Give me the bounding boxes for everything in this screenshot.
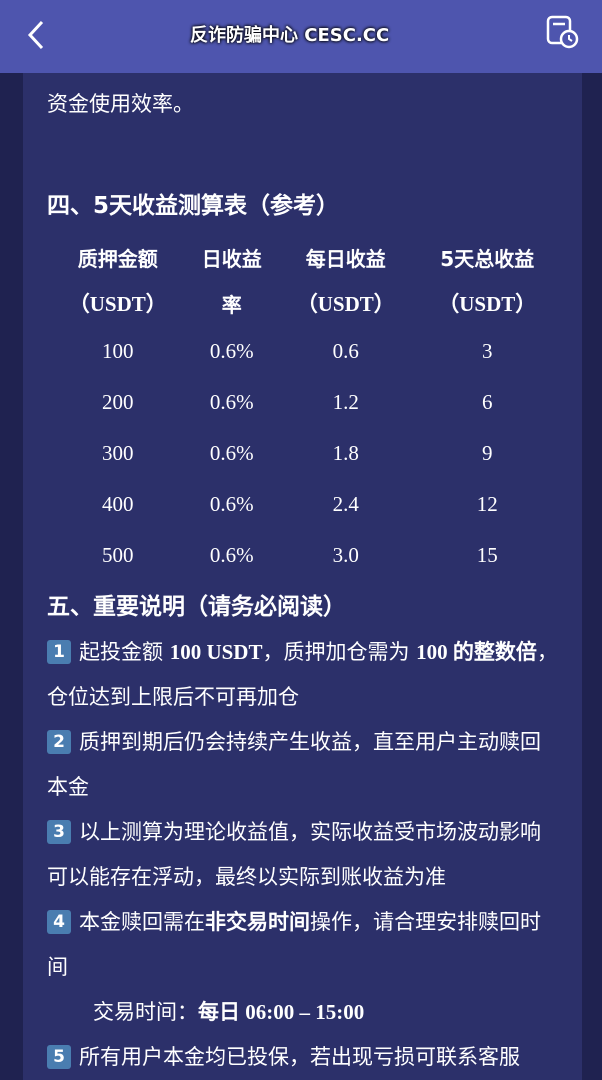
table-cell: 0.6% bbox=[209, 543, 254, 567]
earnings-table: 质押金额 日收益 每日收益 5天总收益 （USDT） 率 （USDT） （USD… bbox=[47, 234, 558, 581]
table-cell: 3.0 bbox=[332, 543, 359, 567]
table-cell: 1.2 bbox=[332, 390, 359, 414]
table-row: 200 0.6% 1.2 6 bbox=[47, 377, 558, 428]
intro-text: 资金使用效率。 bbox=[47, 92, 194, 116]
calendar-clock-icon[interactable] bbox=[544, 14, 580, 50]
chevron-left-icon[interactable] bbox=[22, 18, 52, 52]
table-row: 500 0.6% 3.0 15 bbox=[47, 530, 558, 581]
col-header: 每日收益 bbox=[305, 246, 386, 271]
table-cell: 1.8 bbox=[332, 441, 359, 465]
table-cell: 300 bbox=[101, 441, 134, 465]
note-text: 所有用户本金均已投保，若出现亏损可联系客服 bbox=[79, 1045, 520, 1069]
table-row: 100 0.6% 0.6 3 bbox=[47, 326, 558, 377]
note-3: 3 以上测算为理论收益值，实际收益受市场波动影响可以能存在浮动，最终以实际到账收益… bbox=[47, 810, 558, 900]
trade-value: 每日 06:00 – 15:00 bbox=[198, 1000, 365, 1024]
table-cell: 0.6% bbox=[209, 441, 254, 465]
col-unit: （USDT） bbox=[438, 292, 537, 316]
note-text: 以上测算为理论收益值，实际收益受市场波动影响可以能存在浮动，最终以实际到账收益为… bbox=[47, 820, 541, 889]
table-cell: 200 bbox=[101, 390, 134, 414]
watermark: 反诈防骗中心 CESC.CC bbox=[190, 25, 390, 46]
note-5: 5 所有用户本金均已投保，若出现亏损可联系客服 bbox=[47, 1035, 558, 1080]
table-cell: 100 bbox=[101, 339, 134, 363]
keycap-1-icon: 1 bbox=[47, 640, 71, 664]
top-bar bbox=[0, 0, 602, 73]
col-unit: （USDT） bbox=[68, 292, 167, 316]
table-cell: 12 bbox=[476, 492, 498, 516]
table-row: 300 0.6% 1.8 9 bbox=[47, 428, 558, 479]
table-cell: 400 bbox=[101, 492, 134, 516]
col-header: 5天总收益 bbox=[440, 246, 535, 271]
note-text: ，质押加仓需为 bbox=[262, 640, 417, 664]
table-cell: 0.6% bbox=[209, 339, 254, 363]
note-bold: 100 的整数倍 bbox=[416, 640, 537, 664]
keycap-2-icon: 2 bbox=[47, 730, 71, 754]
table-cell: 0.6 bbox=[332, 339, 359, 363]
note-text: 本金赎回需在 bbox=[79, 910, 205, 934]
table-cell: 2.4 bbox=[332, 492, 359, 516]
note-text: 操作，请合理安排赎回时间 bbox=[47, 910, 541, 979]
table-cell: 3 bbox=[482, 339, 493, 363]
keycap-4-icon: 4 bbox=[47, 910, 71, 934]
keycap-3-icon: 3 bbox=[47, 820, 71, 844]
table-cell: 0.6% bbox=[209, 390, 254, 414]
table-cell: 500 bbox=[101, 543, 134, 567]
note-bold: 100 USDT bbox=[169, 640, 263, 664]
note-bold: 非交易时间 bbox=[205, 910, 310, 934]
note-1: 1 起投金额 100 USDT，质押加仓需为 100 的整数倍，仓位达到上限后不可… bbox=[47, 630, 558, 720]
col-unit: （USDT） bbox=[296, 292, 395, 316]
keycap-5-icon: 5 bbox=[47, 1045, 71, 1069]
table-cell: 9 bbox=[482, 441, 493, 465]
table-cell: 6 bbox=[482, 390, 493, 414]
note-4: 4 本金赎回需在非交易时间操作，请合理安排赎回时间 bbox=[47, 900, 558, 990]
note-text: 质押到期后仍会持续产生收益，直至用户主动赎回本金 bbox=[47, 730, 541, 799]
content-card: 资金使用效率。 四、5天收益测算表（参考） 质押金额 日收益 每日收益 5天总收… bbox=[23, 73, 582, 1080]
table-cell: 0.6% bbox=[209, 492, 254, 516]
col-unit: 率 bbox=[221, 292, 242, 317]
section5-title: 五、重要说明（请务必阅读） bbox=[47, 594, 346, 620]
note-text: 起投金额 bbox=[79, 640, 170, 664]
note-2: 2 质押到期后仍会持续产生收益，直至用户主动赎回本金 bbox=[47, 720, 558, 810]
note-text: ，仓位达到上限后不可再加仓 bbox=[47, 640, 558, 709]
section4-title: 四、5天收益测算表（参考） bbox=[47, 193, 340, 219]
col-header: 质押金额 bbox=[77, 246, 158, 271]
col-header: 日收益 bbox=[201, 246, 262, 271]
trade-hours: 交易时间：每日 06:00 – 15:00 bbox=[47, 990, 558, 1035]
table-row: 400 0.6% 2.4 12 bbox=[47, 479, 558, 530]
table-cell: 15 bbox=[476, 543, 498, 567]
trade-label: 交易时间： bbox=[93, 1000, 198, 1024]
